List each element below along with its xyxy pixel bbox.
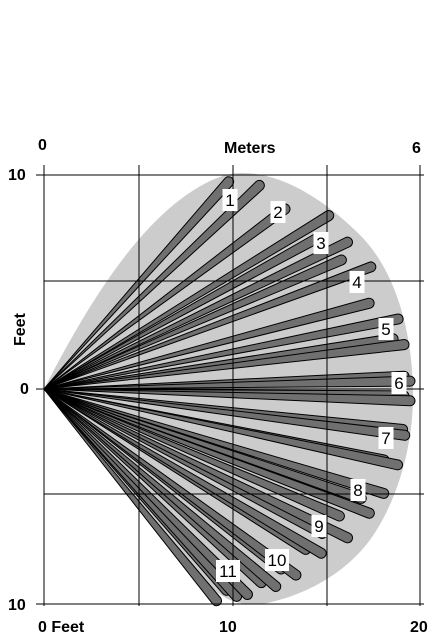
zone-label-box (311, 515, 327, 537)
detection-beam (43, 388, 327, 559)
bottom-middle-value: 10 (219, 619, 237, 636)
zone-label-9: 9 (311, 515, 327, 537)
detection-beam (43, 261, 377, 390)
zone-label-1: 1 (222, 189, 238, 211)
zone-label-box (270, 201, 286, 223)
detection-beam (43, 388, 416, 407)
zone-label-text: 1 (225, 191, 234, 210)
detection-beam (43, 313, 404, 390)
zone-label-2: 2 (270, 201, 286, 223)
detection-beam (43, 388, 403, 471)
top-left-value: 0 (38, 137, 47, 154)
beam-group (43, 176, 416, 607)
detection-beam (43, 388, 390, 499)
zone-label-text: 7 (381, 429, 390, 448)
left-top-value: 10 (8, 167, 26, 184)
zone-label-text: 4 (352, 273, 361, 292)
detection-beam (43, 388, 282, 592)
detection-beam (43, 236, 353, 390)
zone-label-4: 4 (349, 271, 365, 293)
detection-beam (43, 339, 410, 390)
zone-label-text: 5 (381, 320, 390, 339)
detection-beam (43, 375, 416, 390)
detection-beam (43, 388, 345, 522)
zone-label-text: 9 (314, 517, 323, 536)
zone-label-8: 8 (350, 479, 366, 501)
detection-beam (43, 179, 265, 390)
left-bottom-value: 10 (8, 597, 26, 614)
detection-beam (43, 388, 353, 544)
top-right-value: 6 (412, 140, 421, 157)
zone-label-box (378, 427, 394, 449)
zone-label-box (216, 560, 240, 582)
bottom-right-value: 20 (410, 619, 428, 636)
zone-label-box (350, 479, 366, 501)
detection-beam (43, 297, 375, 390)
zone-label-5: 5 (378, 318, 394, 340)
zone-label-text: 6 (394, 374, 403, 393)
detection-beam (43, 388, 411, 441)
detection-beam (43, 388, 375, 519)
zone-label-7: 7 (378, 427, 394, 449)
zone-label-text: 2 (273, 203, 282, 222)
zone-label-text: 10 (268, 551, 287, 570)
zone-label-box (313, 232, 329, 254)
zone-label-box (378, 318, 394, 340)
zone-label-box (349, 271, 365, 293)
zone-label-box (222, 189, 238, 211)
zone-label-3: 3 (313, 232, 329, 254)
detection-beam (43, 210, 335, 390)
zone-label-10: 10 (265, 549, 289, 571)
grid (36, 165, 424, 606)
left-unit-label: Feet (12, 312, 29, 346)
zone-label-group: 1 2 3 4 5 6 7 8 9 10 11 (216, 189, 407, 582)
zone-label-11: 11 (216, 560, 240, 582)
bottom-left-value: 0 Feet (38, 619, 85, 636)
zone-label-text: 3 (316, 234, 325, 253)
zone-label-text: 8 (353, 481, 362, 500)
zone-label-6: 6 (391, 372, 407, 394)
zone-label-box (265, 549, 289, 571)
zone-label-box (391, 372, 407, 394)
detection-beam (43, 388, 302, 581)
zone-label-text: 11 (219, 562, 237, 581)
detection-beam (43, 254, 347, 390)
left-middle-value: 0 (20, 381, 29, 398)
top-unit-label: Meters (224, 140, 276, 157)
